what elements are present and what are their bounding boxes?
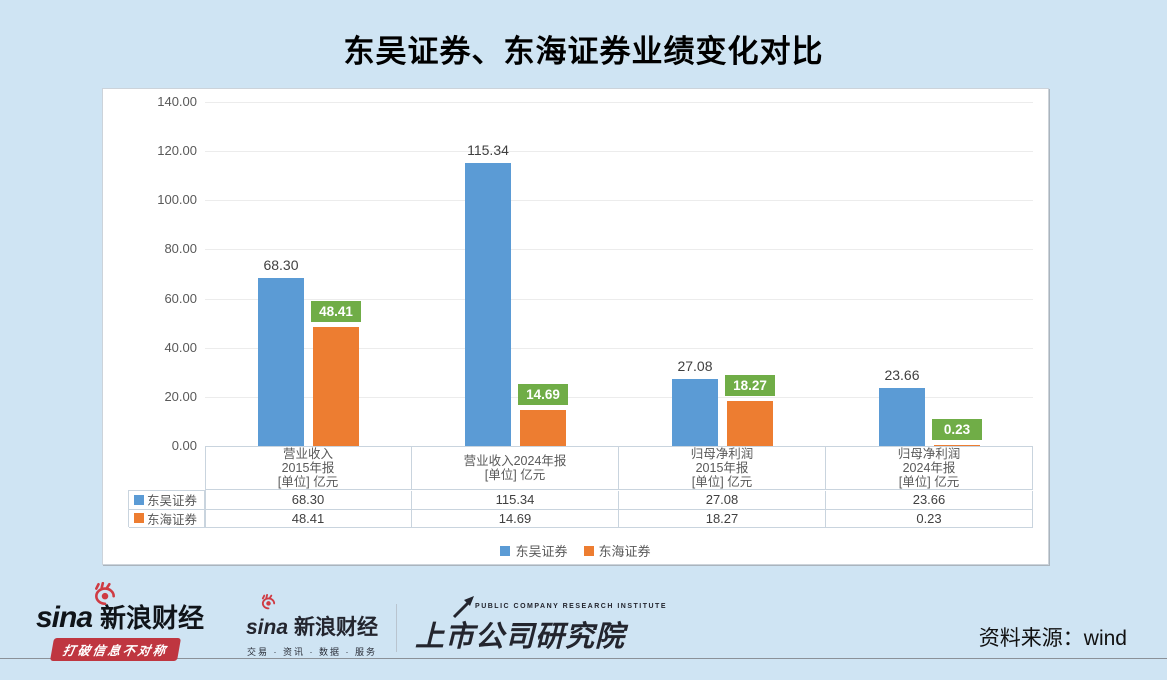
sina-wordmark: sina <box>246 616 289 639</box>
bar-东吴证券 <box>672 379 718 446</box>
sina-wordmark: sina <box>36 601 93 634</box>
institute-name-en: PUBLIC COMPANY RESEARCH INSTITUTE <box>475 603 668 610</box>
y-axis-tick-label: 0.00 <box>171 438 197 453</box>
legend-label: 东海证券 <box>598 544 651 559</box>
table-value-cell: 14.69 <box>412 509 619 528</box>
grid-line <box>205 151 1033 153</box>
y-axis-tick-label: 80.00 <box>164 241 197 257</box>
chart-panel: 0.00 20.00 40.00 60.00 80.00 100.00 120.00 140.… <box>102 88 1049 565</box>
bar-value-badge: 14.69 <box>518 383 568 405</box>
table-value-cell: 68.30 <box>205 491 412 510</box>
bar-东吴证券 <box>258 278 304 446</box>
table-header-line: [单位] 亿元 <box>484 468 546 482</box>
grid-line <box>205 200 1033 202</box>
footer-divider-line <box>0 658 1167 659</box>
y-axis-tick-label: 100.00 <box>157 192 197 208</box>
table-header-line: [单位] 亿元 <box>277 475 339 489</box>
grid-line <box>205 396 1033 398</box>
bar-value-badge: 0.23 <box>932 419 982 440</box>
table-value-cell: 27.08 <box>619 491 826 510</box>
grid-line <box>205 347 1033 349</box>
sina-slogan-banner: 打破信息不对称 <box>49 638 182 661</box>
grid-line <box>205 102 1033 103</box>
y-axis-tick-label: 40.00 <box>164 339 197 355</box>
series-name: 东吴证券 <box>147 494 198 509</box>
table-value-cell: 18.27 <box>619 509 826 528</box>
legend-label: 东吴证券 <box>515 544 568 559</box>
bar-东海证券 <box>727 401 773 446</box>
table-header-line: 归母净利润 <box>897 447 961 461</box>
chart-legend: 东吴证券 东海证券 <box>103 541 1048 560</box>
logo-divider <box>396 603 398 652</box>
y-axis-tick-label: 140.00 <box>157 94 197 109</box>
bar-东吴证券 <box>465 162 511 446</box>
table-value-cell: 0.23 <box>826 509 1033 528</box>
grid-line <box>205 249 1033 251</box>
sina-finance-name: 新浪财经 <box>100 603 205 633</box>
table-header-cell: 归母净利润 2015年报 [单位] 亿元 <box>619 447 826 490</box>
table-header-line: 2015年报 <box>281 461 335 475</box>
table-header-line: 营业收入2024年报 <box>463 454 567 468</box>
institute-name: 上市公司研究院 <box>415 621 626 653</box>
rowlabel-left-border <box>128 490 129 527</box>
series-key-swatch <box>134 513 144 524</box>
data-source-label: 资料来源：wind <box>978 627 1127 650</box>
bar-value-badge: 48.41 <box>311 301 361 323</box>
sina-eye-icon <box>260 593 277 615</box>
table-value-cell: 23.66 <box>826 491 1033 510</box>
bar-value-label: 23.66 <box>884 366 920 383</box>
table-header-line: 2024年报 <box>902 461 956 475</box>
growth-arrow-icon <box>451 594 477 625</box>
bar-东海证券 <box>934 445 980 446</box>
table-value-cell: 115.34 <box>412 491 619 510</box>
research-institute-logo: sina 新浪财经 交易 · 资讯 · 数据 · 服务 PUBLIC COMPA… <box>246 593 666 658</box>
table-row-label: 东海证券 <box>129 509 205 528</box>
y-axis-tick-label: 60.00 <box>164 290 197 306</box>
table-header-line: 2015年报 <box>695 461 749 475</box>
bar-value-label: 27.08 <box>677 358 713 375</box>
table-header-cell: 归母净利润 2024年报 [单位] 亿元 <box>826 447 1033 490</box>
table-value-cell: 48.41 <box>205 509 412 528</box>
y-axis-tick-label: 120.00 <box>157 143 197 159</box>
legend-item: 东海证券 <box>583 541 651 560</box>
bar-value-label: 68.30 <box>263 257 299 274</box>
legend-swatch <box>500 545 511 556</box>
table-header-cell: 营业收入 2015年报 [单位] 亿元 <box>205 447 412 490</box>
table-left-border <box>205 446 206 527</box>
table-row-label: 东吴证券 <box>129 491 205 510</box>
legend-item: 东吴证券 <box>500 541 568 560</box>
table-header-line: [单位] 亿元 <box>691 475 753 489</box>
bar-value-badge: 18.27 <box>725 375 775 397</box>
bar-东吴证券 <box>879 387 925 446</box>
bar-value-label: 115.34 <box>467 141 509 158</box>
legend-swatch <box>583 545 594 556</box>
sina-finance-small-logo: sina 新浪财经 交易 · 资讯 · 数据 · 服务 <box>246 593 379 658</box>
series-key-swatch <box>134 494 144 505</box>
bar-东海证券 <box>313 327 359 446</box>
x-axis-line <box>205 446 1033 447</box>
table-header-cell: 营业收入2024年报 [单位] 亿元 <box>412 447 619 490</box>
table-header-line: 归母净利润 <box>690 447 754 461</box>
grid-line <box>205 298 1033 300</box>
table-header-line: [单位] 亿元 <box>898 475 960 489</box>
bar-东海证券 <box>520 409 566 446</box>
series-name: 东海证券 <box>147 512 198 527</box>
sina-finance-name: 新浪财经 <box>294 616 379 639</box>
rowlabel-top-border <box>128 490 205 491</box>
page-title: 东吴证券、东海证券业绩变化对比 <box>343 34 824 69</box>
sina-services-tagline: 交易 · 资讯 · 数据 · 服务 <box>247 647 378 657</box>
table-header-line: 营业收入 <box>282 447 333 461</box>
sina-finance-logo: sina 新浪财经 打破信息不对称 <box>36 581 205 661</box>
sina-eye-icon <box>92 581 118 611</box>
institute-block: PUBLIC COMPANY RESEARCH INSTITUTE 上市公司研究… <box>415 596 666 655</box>
y-axis-tick-label: 20.00 <box>164 388 197 404</box>
